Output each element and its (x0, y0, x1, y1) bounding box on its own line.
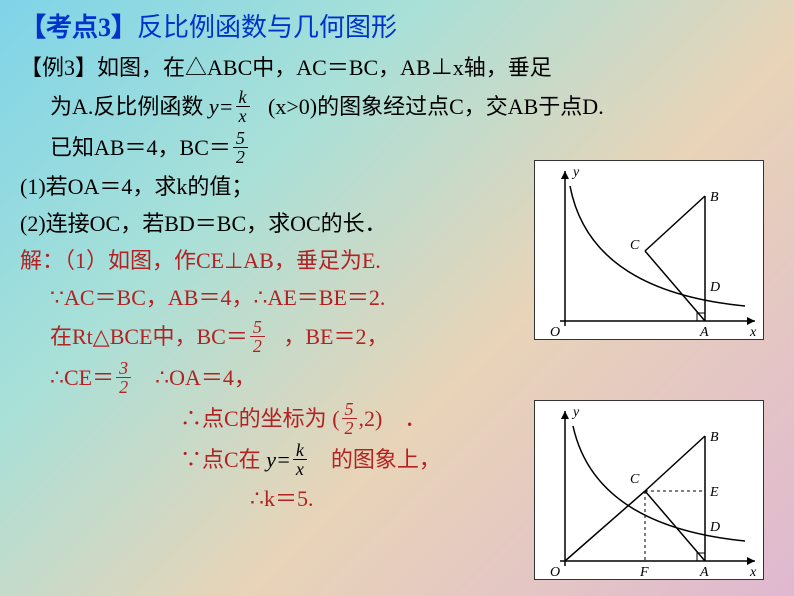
problem-line2b: (x>0)的图象经过点C，交AB于点D. (268, 90, 604, 123)
s6-num: k (293, 441, 307, 460)
solution-s6a: ∵点C在 (180, 443, 261, 476)
d2-y: y (571, 405, 580, 420)
problem-line3a: 已知AB＝4，BC＝ (50, 131, 231, 164)
d1-D: D (709, 280, 720, 295)
solution-s2: ∵AC＝BC，AB＝4，∴AE＝BE＝2. (50, 281, 385, 314)
d1-A: A (699, 325, 709, 340)
problem-line2a: 为A.反比例函数 (50, 90, 203, 123)
solution-s1: 解：（1）如图，作CE⊥AB，垂足为E. (20, 244, 381, 277)
d2-x: x (749, 565, 757, 580)
d2-A: A (699, 565, 709, 580)
d2-B: B (710, 430, 719, 445)
d1-C: C (630, 238, 640, 253)
example-label: 【例3】 (20, 51, 97, 84)
s5-den: 2 (342, 419, 357, 437)
d2-D: D (709, 520, 720, 535)
d1-y: y (571, 165, 580, 180)
solution-s3a: 在Rt△BCE中，BC＝ (50, 320, 248, 353)
s6-lhs: y= (266, 443, 291, 476)
s4-num: 3 (116, 359, 131, 378)
solution-s3b: ，BE＝2， (283, 320, 388, 353)
s3-num: 5 (250, 318, 265, 337)
d2-E: E (709, 485, 719, 500)
solution-s4a: ∴CE＝ (50, 361, 114, 394)
diagram-1: y x O B C D A (534, 160, 764, 340)
bc-num: 5 (233, 129, 248, 148)
eq-num: k (236, 88, 250, 107)
bc-den: 2 (233, 148, 248, 166)
solution-s4b: ∴OA＝4， (155, 361, 256, 394)
eq-lhs: y= (209, 94, 234, 119)
solution-s5c: ． (404, 402, 426, 435)
title-text: 反比例函数与几何图形 (137, 8, 397, 47)
d1-x: x (749, 325, 757, 340)
question-1: (1)若OA＝4，求k的值； (20, 170, 253, 203)
s4-den: 2 (116, 378, 131, 396)
problem-line1: 如图，在△ABC中，AC＝BC，AB⊥x轴，垂足 (97, 51, 552, 84)
s5-num: 5 (342, 400, 357, 419)
d2-C: C (630, 472, 640, 487)
s6-den: x (293, 460, 307, 478)
solution-s5a: ∴点C的坐标为 (180, 402, 327, 435)
d2-F: F (639, 565, 649, 580)
d2-O: O (550, 565, 560, 580)
title-bracket: 【考点3】 (20, 8, 137, 47)
diagram-2: y x O B C E D A F (534, 400, 764, 580)
solution-s6b: 的图象上， (331, 443, 441, 476)
s3-den: 2 (250, 337, 265, 355)
eq-den: x (236, 107, 250, 125)
question-2: (2)连接OC，若BD＝BC，求OC的长． (20, 207, 387, 240)
d1-O: O (550, 325, 560, 340)
solution-s7: ∴k＝5. (250, 482, 314, 515)
d1-B: B (710, 190, 719, 205)
